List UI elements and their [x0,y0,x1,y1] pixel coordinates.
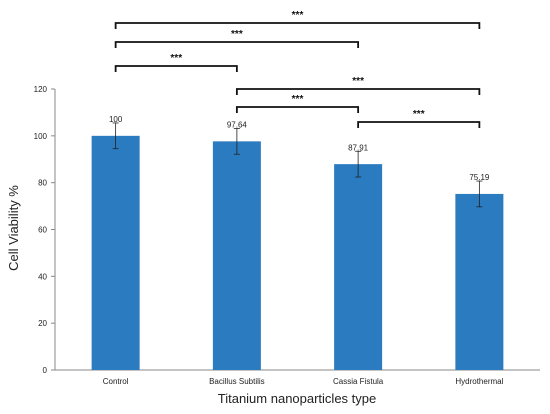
y-tick-label: 100 [34,132,48,141]
significance-bracket [235,88,481,95]
significance-bracket [114,65,238,72]
x-tick-label: Cassia Fistula [333,377,384,386]
data-label: 97.64 [227,120,248,129]
plot-area: 0 20 40 60 80 100 120 100 97.64 87.91 75.19 Contr… [34,85,540,386]
y-tick-label: 60 [38,226,47,235]
significance-bracket [357,121,481,128]
y-tick-label: 0 [43,366,48,375]
data-label: 75.19 [469,173,490,182]
significance-label: *** [352,76,364,87]
x-tick-label: Control [103,377,129,386]
bars: 100 97.64 87.91 75.19 [91,115,504,370]
y-axis-ticks: 0 20 40 60 80 100 120 [34,85,55,375]
significance-brackets: *** *** *** *** *** *** [114,10,481,128]
bar [334,164,383,370]
significance-label: *** [292,94,304,105]
y-tick-label: 20 [38,319,47,328]
significance-label: *** [292,10,304,21]
x-tick-label: Hydrothermal [455,377,503,386]
significance-bracket [114,22,481,29]
bar [91,135,140,370]
x-axis-title: Titanium nanoparticles type [218,391,377,406]
significance-bracket [114,41,360,48]
y-axis-title: Cell Viability % [6,185,21,271]
y-tick-label: 80 [38,179,47,188]
bar [212,141,261,370]
x-tick-label: Bacillus Subtilis [209,377,265,386]
significance-bracket [235,106,360,113]
y-tick-label: 120 [34,85,48,94]
data-label: 100 [109,115,123,124]
data-label: 87.91 [348,143,369,152]
significance-label: *** [170,53,182,64]
significance-label: *** [231,29,243,40]
significance-label: *** [413,109,425,120]
y-tick-label: 40 [38,272,47,281]
bar [455,193,504,370]
x-axis-tick-labels: Control Bacillus Subtilis Cassia Fistula Hy… [103,377,504,386]
